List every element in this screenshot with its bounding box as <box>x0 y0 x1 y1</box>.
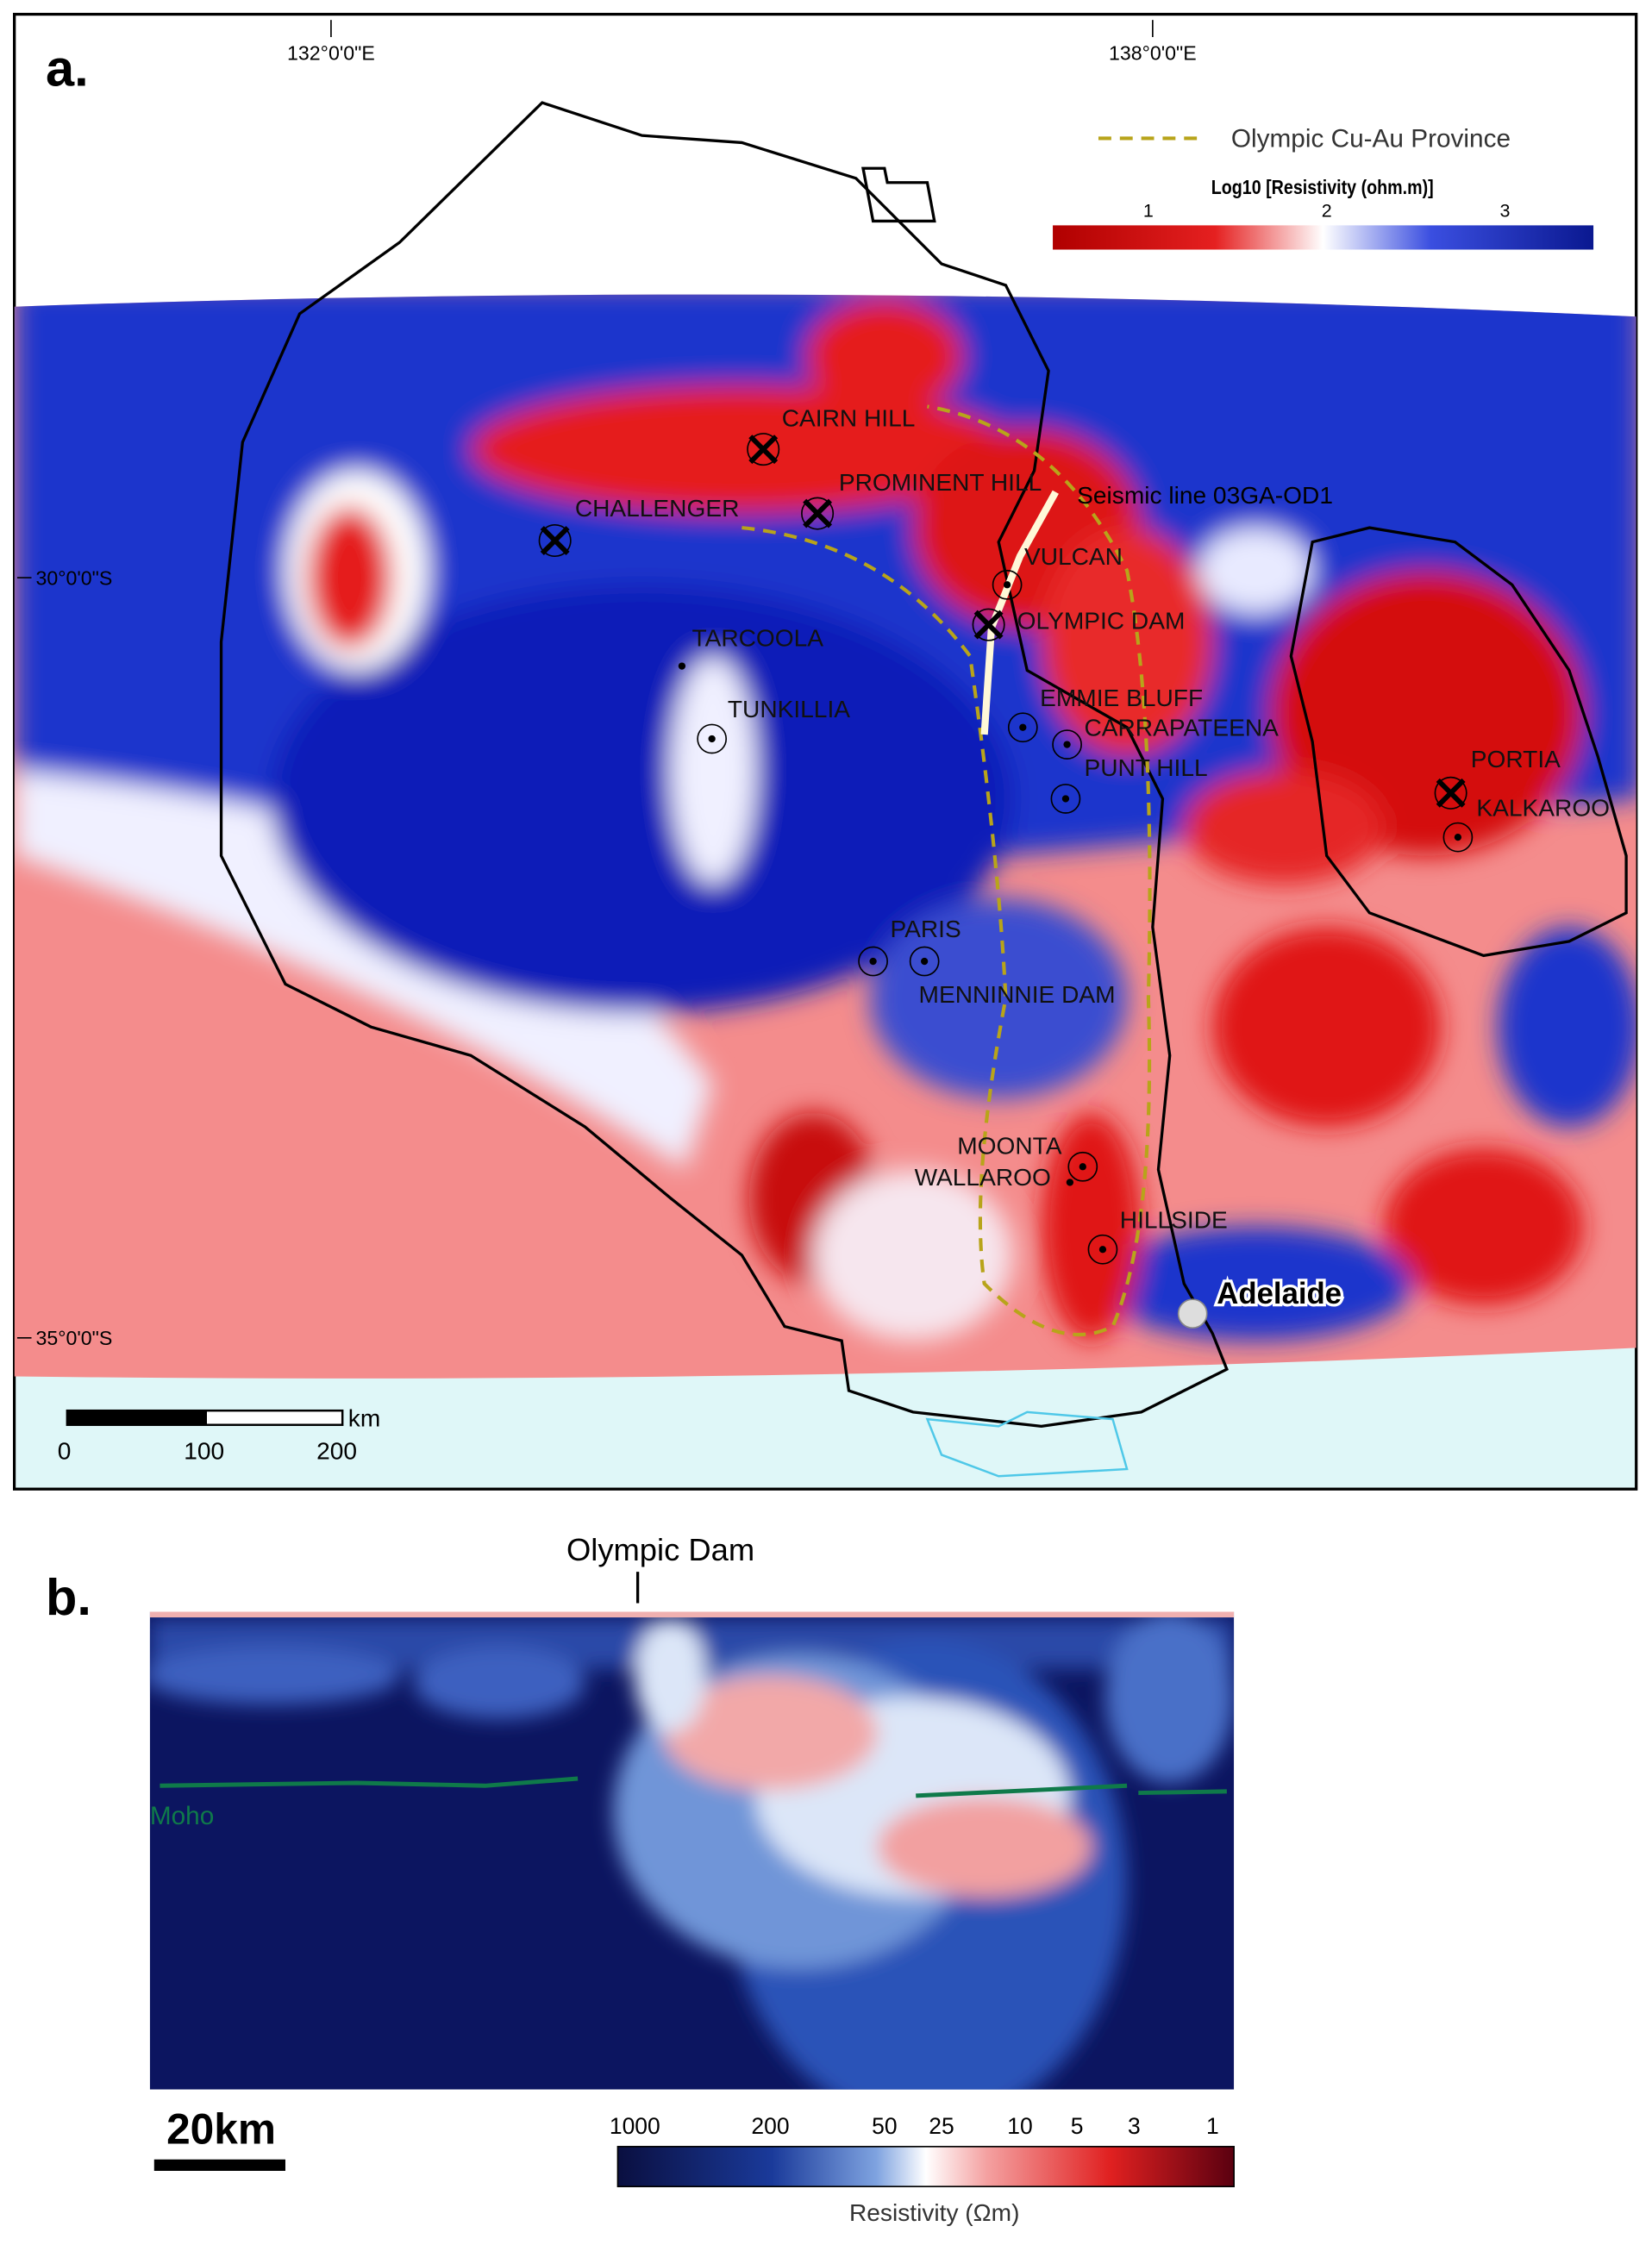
colorbar-tick: 25 <box>929 2113 954 2139</box>
deposit-label: EMMIE BLUFF <box>1040 685 1203 711</box>
location-label: Olympic Dam <box>566 1532 754 1567</box>
colorbar-tick: 1 <box>1206 2113 1219 2139</box>
colorbar-tick: 50 <box>872 2113 897 2139</box>
seismic-label: Seismic line 03GA-OD1 <box>1077 482 1333 509</box>
deposit-dot <box>678 662 686 670</box>
deposit-dot <box>1019 723 1027 731</box>
deposit-label: TUNKILLIA <box>728 696 850 722</box>
deposit-marker <box>1007 712 1038 743</box>
colorbar-tick: 3 <box>1500 200 1511 221</box>
moho-label: Moho <box>150 1802 214 1830</box>
deposit-marker <box>1442 822 1474 853</box>
deposit-label: CHALLENGER <box>575 495 740 522</box>
deposit-label: WALLAROO <box>915 1164 1051 1191</box>
deposit-marker <box>801 497 835 530</box>
moho-line <box>160 1776 579 1788</box>
deposit-dot <box>1003 581 1011 589</box>
deposit-label: OLYMPIC DAM <box>1017 608 1186 635</box>
deposit-dot <box>1454 833 1462 841</box>
colorbar <box>1053 225 1594 250</box>
deposit-label: HILLSIDE <box>1120 1206 1228 1233</box>
deposit-marker <box>1067 1151 1098 1182</box>
deposit-marker <box>803 498 833 528</box>
deposit-dot <box>1061 795 1070 803</box>
deposit-label: TARCOOLA <box>691 624 823 651</box>
deposit-dot <box>921 957 929 966</box>
province-outline <box>742 404 1152 1337</box>
colorbar-title: Resistivity (Ωm) <box>849 2199 1019 2226</box>
resistivity-section <box>149 1611 1235 2090</box>
deposit-marker <box>1052 729 1082 760</box>
deposit-dot <box>1063 741 1071 748</box>
lat-label: 35°0'0"S <box>35 1327 112 1349</box>
deposit-dot <box>1079 1163 1086 1171</box>
deposit-marker <box>909 946 940 977</box>
seismic-line <box>980 490 1059 735</box>
panel-label: b. <box>46 1568 91 1626</box>
colorbar <box>616 2146 1235 2187</box>
deposit-marker <box>973 610 1004 640</box>
scale-tick: 100 <box>184 1437 224 1464</box>
scale-bar-fill <box>66 1410 207 1425</box>
lon-label: 132°0'0"E <box>287 41 375 64</box>
scale-label: 20km <box>166 2105 276 2154</box>
deposit-marker <box>858 946 888 977</box>
deposit-marker <box>972 608 1005 641</box>
colorbar-tick: 10 <box>1007 2113 1032 2139</box>
scale-tick: 200 <box>316 1437 357 1464</box>
deposit-marker <box>538 523 572 558</box>
colorbar-tick: 5 <box>1071 2113 1084 2139</box>
island-outline <box>925 1410 1129 1478</box>
colorbar-title: Log10 [Resistivity (ohm.m)] <box>1211 177 1434 199</box>
deposit-dot <box>1066 1179 1074 1186</box>
deposit-label: KALKAROO <box>1476 794 1610 821</box>
lat-label: 30°0'0"S <box>35 566 112 589</box>
deposit-label: PORTIA <box>1471 746 1561 772</box>
state-border <box>219 101 1229 1429</box>
deposit-label: PROMINENT HILL <box>839 469 1042 496</box>
deposit-label: CARRAPATEENA <box>1084 715 1279 741</box>
legend-label: Olympic Cu-Au Province <box>1231 124 1511 153</box>
deposit-marker <box>1050 784 1081 814</box>
deposit-marker <box>697 723 728 754</box>
lon-label: 138°0'0"E <box>1109 41 1197 64</box>
colorbar-tick: 2 <box>1322 200 1332 221</box>
colorbar-tick: 1000 <box>610 2113 660 2139</box>
inset-outline <box>861 166 936 223</box>
deposit-marker <box>1434 776 1467 810</box>
deposit-label: MOONTA <box>957 1132 1062 1159</box>
deposit-marker <box>1436 778 1466 808</box>
deposit-marker <box>1087 1234 1118 1265</box>
scale-tick: 0 <box>58 1437 72 1464</box>
deposit-marker <box>748 435 779 465</box>
moho-line <box>916 1783 1227 1798</box>
deposit-dot <box>1098 1246 1107 1254</box>
scale-unit: km <box>348 1404 380 1431</box>
panel-label: a. <box>46 39 89 97</box>
deposit-marker <box>747 433 780 466</box>
deposit-label: PUNT HILL <box>1084 754 1207 781</box>
deposit-label: MENNINNIE DAM <box>919 981 1116 1008</box>
resistivity-map <box>14 294 1636 1379</box>
colorbar-tick: 1 <box>1143 200 1154 221</box>
deposit-label: VULCAN <box>1024 543 1123 570</box>
city-marker <box>1177 1298 1208 1329</box>
colorbar-tick: 3 <box>1128 2113 1141 2139</box>
deposit-marker <box>992 569 1023 600</box>
deposit-label: CAIRN HILL <box>782 405 916 432</box>
deposit-marker <box>540 526 570 555</box>
region-border <box>1289 526 1628 958</box>
deposit-dot <box>708 735 716 743</box>
deposit-label: PARIS <box>890 916 961 942</box>
city-label: Adelaide <box>1217 1278 1342 1310</box>
deposit-dot <box>869 957 877 966</box>
colorbar-tick: 200 <box>751 2113 789 2139</box>
